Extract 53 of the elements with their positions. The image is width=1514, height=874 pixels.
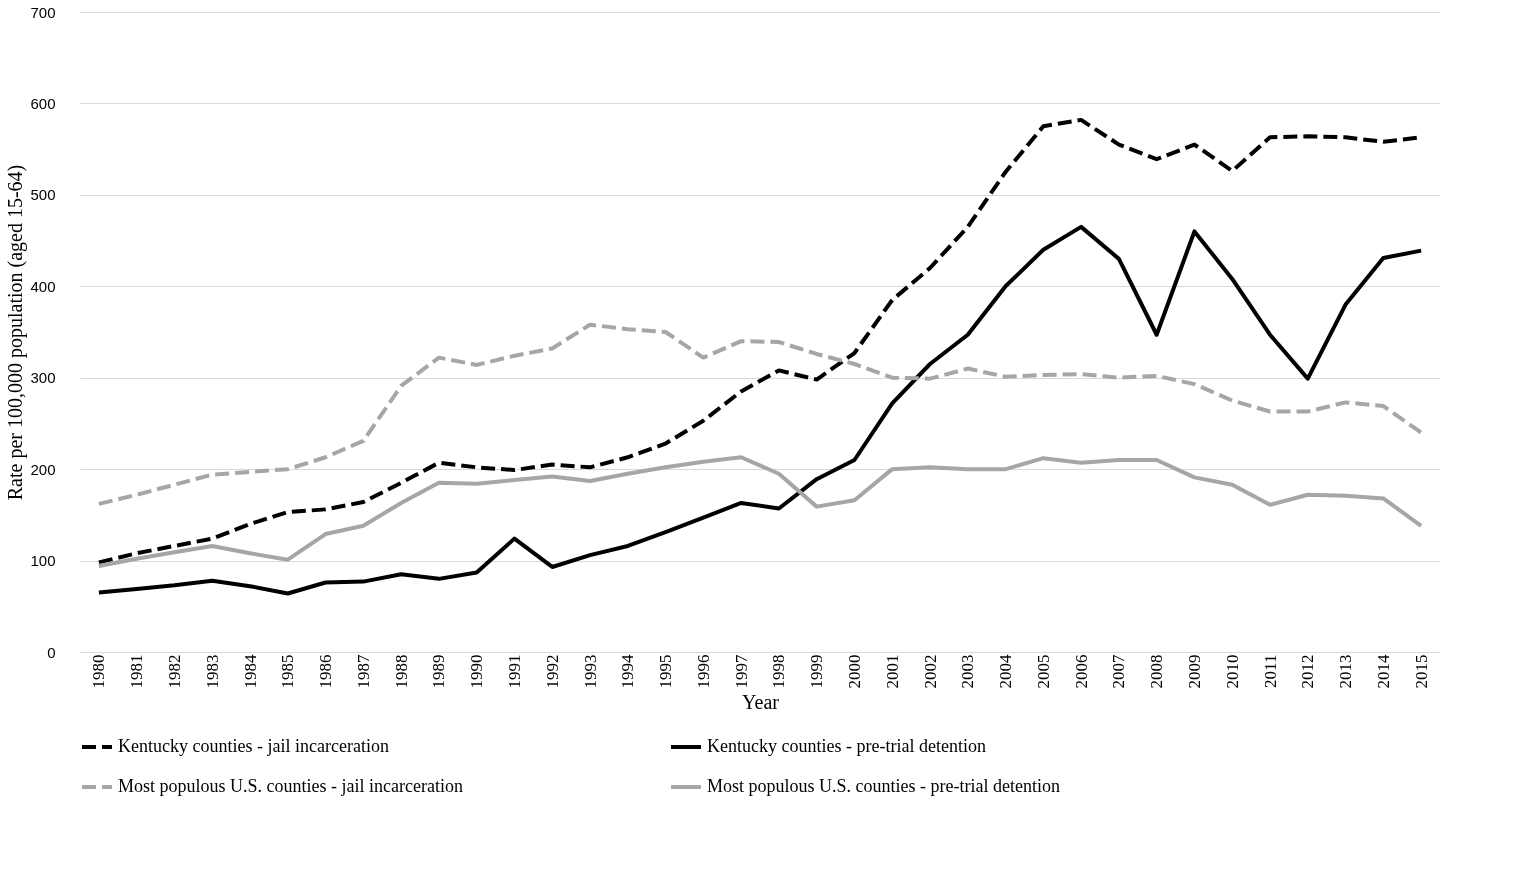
y-tick-label: 100 xyxy=(30,552,56,570)
x-tick-label: 1996 xyxy=(693,654,713,689)
x-tick-label: 2012 xyxy=(1298,654,1318,689)
y-tick-label: 400 xyxy=(30,277,56,295)
x-tick-label: 1980 xyxy=(89,654,109,689)
x-tick-label: 1999 xyxy=(807,654,827,689)
legend-label: Most populous U.S. counties - pre-trial detention xyxy=(707,776,1060,796)
y-axis-title: Rate per 100,000 population (aged 15-64) xyxy=(4,164,28,501)
x-tick-label: 2008 xyxy=(1147,654,1167,689)
line-series xyxy=(96,455,1424,569)
x-tick-label: 1986 xyxy=(316,654,336,689)
x-tick-label: 2013 xyxy=(1336,654,1356,689)
y-tick-label: 500 xyxy=(30,186,56,204)
x-tick-label: 2009 xyxy=(1184,654,1204,689)
y-tick-label: 0 xyxy=(47,643,56,661)
x-tick-label: 1984 xyxy=(240,654,260,689)
x-tick-label: 1985 xyxy=(278,654,298,689)
x-tick-label: 1982 xyxy=(164,654,184,689)
x-tick-label: 1991 xyxy=(504,654,524,689)
y-tick-label: 700 xyxy=(30,3,56,21)
line-series xyxy=(96,322,1424,506)
x-tick-label: 2007 xyxy=(1109,654,1129,689)
x-tick-label: 1998 xyxy=(769,654,789,689)
legend-label: Kentucky counties - jail incarceration xyxy=(118,736,389,756)
x-tick-label: 1983 xyxy=(202,654,222,689)
x-tick-label: 2002 xyxy=(920,654,940,689)
x-tick-label: 1993 xyxy=(580,654,600,689)
x-tick-label: 1992 xyxy=(542,654,562,689)
x-tick-label: 2005 xyxy=(1033,654,1053,689)
x-axis-title: Year xyxy=(742,690,780,713)
y-tick-label: 600 xyxy=(30,94,56,112)
legend-label: Most populous U.S. counties - jail incarceration xyxy=(118,776,463,796)
x-tick-label: 2001 xyxy=(882,654,902,689)
line-series xyxy=(96,224,1424,596)
y-tick-label: 300 xyxy=(30,369,56,387)
x-tick-label: 1994 xyxy=(618,654,638,689)
x-tick-label: 2015 xyxy=(1411,654,1431,689)
x-tick-label: 2010 xyxy=(1222,654,1242,689)
x-tick-label: 1981 xyxy=(127,654,147,689)
x-tick-label: 2014 xyxy=(1373,654,1393,689)
x-tick-label: 2006 xyxy=(1071,654,1091,689)
x-tick-label: 2003 xyxy=(958,654,978,689)
x-tick-label: 1995 xyxy=(656,654,676,689)
x-tick-label: 1987 xyxy=(353,654,373,689)
y-tick-label: 200 xyxy=(30,460,56,478)
x-tick-label: 1997 xyxy=(731,654,751,689)
x-tick-label: 1989 xyxy=(429,654,449,689)
x-tick-label: 2004 xyxy=(996,654,1016,689)
x-tick-label: 1988 xyxy=(391,654,411,689)
legend-label: Kentucky counties - pre-trial detention xyxy=(707,736,986,756)
x-tick-label: 2000 xyxy=(844,654,864,689)
x-tick-label: 1990 xyxy=(467,654,487,689)
x-tick-label: 2011 xyxy=(1260,654,1280,688)
